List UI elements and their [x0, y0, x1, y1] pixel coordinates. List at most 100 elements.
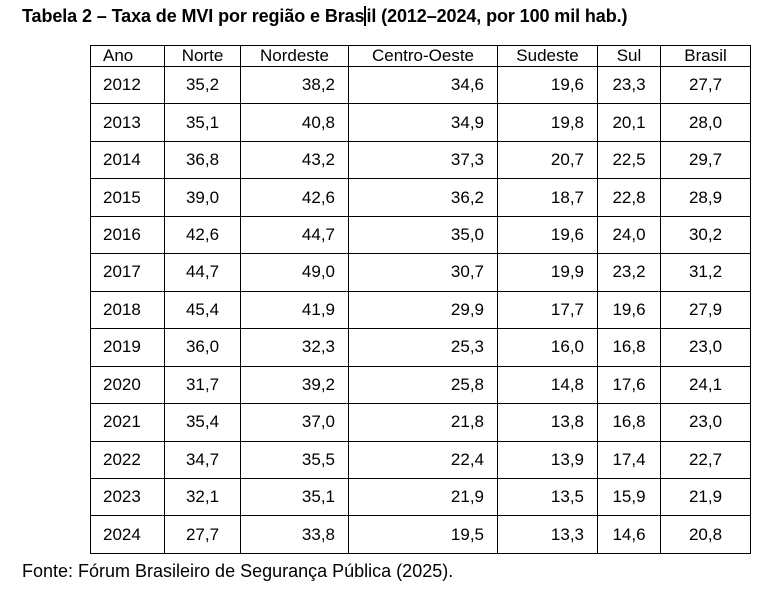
- column-header-ano[interactable]: Ano: [90, 45, 165, 67]
- value-cell[interactable]: 27,7: [164, 515, 241, 554]
- value-cell[interactable]: 45,4: [164, 290, 241, 330]
- value-cell[interactable]: 31,7: [164, 365, 241, 405]
- value-cell[interactable]: 44,7: [164, 253, 241, 292]
- value-cell[interactable]: 30,2: [660, 215, 751, 255]
- value-cell[interactable]: 21,8: [348, 403, 498, 442]
- value-cell[interactable]: 36,0: [164, 328, 241, 367]
- column-header-sudeste[interactable]: Sudeste: [497, 45, 598, 67]
- value-cell[interactable]: 16,8: [597, 403, 661, 442]
- value-cell[interactable]: 23,0: [660, 328, 751, 367]
- value-cell[interactable]: 36,8: [164, 140, 241, 180]
- year-cell[interactable]: 2022: [90, 440, 165, 479]
- year-cell[interactable]: 2015: [90, 178, 165, 217]
- value-cell[interactable]: 21,9: [660, 477, 751, 517]
- value-cell[interactable]: 27,7: [660, 65, 751, 105]
- value-cell[interactable]: 35,0: [348, 215, 498, 255]
- value-cell[interactable]: 15,9: [597, 477, 661, 517]
- value-cell[interactable]: 24,0: [597, 215, 661, 255]
- value-cell[interactable]: 14,8: [497, 365, 598, 405]
- year-cell[interactable]: 2020: [90, 365, 165, 405]
- value-cell[interactable]: 41,9: [240, 290, 349, 330]
- page-title[interactable]: Tabela 2 – Taxa de MVI por região e Bras…: [22, 6, 628, 27]
- value-cell[interactable]: 17,7: [497, 290, 598, 330]
- value-cell[interactable]: 49,0: [240, 253, 349, 292]
- value-cell[interactable]: 19,8: [497, 103, 598, 142]
- value-cell[interactable]: 33,8: [240, 515, 349, 554]
- value-cell[interactable]: 23,3: [597, 65, 661, 105]
- value-cell[interactable]: 25,3: [348, 328, 498, 367]
- value-cell[interactable]: 22,4: [348, 440, 498, 479]
- value-cell[interactable]: 30,7: [348, 253, 498, 292]
- value-cell[interactable]: 38,2: [240, 65, 349, 105]
- value-cell[interactable]: 27,9: [660, 290, 751, 330]
- value-cell[interactable]: 39,0: [164, 178, 241, 217]
- value-cell[interactable]: 42,6: [240, 178, 349, 217]
- column-header-brasil[interactable]: Brasil: [660, 45, 751, 67]
- value-cell[interactable]: 32,3: [240, 328, 349, 367]
- column-header-nordeste[interactable]: Nordeste: [240, 45, 349, 67]
- value-cell[interactable]: 34,6: [348, 65, 498, 105]
- value-cell[interactable]: 25,8: [348, 365, 498, 405]
- value-cell[interactable]: 29,7: [660, 140, 751, 180]
- value-cell[interactable]: 35,1: [240, 477, 349, 517]
- value-cell[interactable]: 19,5: [348, 515, 498, 554]
- value-cell[interactable]: 23,2: [597, 253, 661, 292]
- value-cell[interactable]: 28,9: [660, 178, 751, 217]
- value-cell[interactable]: 19,6: [597, 290, 661, 330]
- value-cell[interactable]: 42,6: [164, 215, 241, 255]
- value-cell[interactable]: 36,2: [348, 178, 498, 217]
- value-cell[interactable]: 21,9: [348, 477, 498, 517]
- value-cell[interactable]: 13,3: [497, 515, 598, 554]
- value-cell[interactable]: 43,2: [240, 140, 349, 180]
- value-cell[interactable]: 34,7: [164, 440, 241, 479]
- value-cell[interactable]: 39,2: [240, 365, 349, 405]
- year-cell[interactable]: 2013: [90, 103, 165, 142]
- column-header-centro-oeste[interactable]: Centro-Oeste: [348, 45, 498, 67]
- value-cell[interactable]: 19,9: [497, 253, 598, 292]
- value-cell[interactable]: 37,0: [240, 403, 349, 442]
- year-cell[interactable]: 2017: [90, 253, 165, 292]
- value-cell[interactable]: 35,5: [240, 440, 349, 479]
- value-cell[interactable]: 19,6: [497, 215, 598, 255]
- value-cell[interactable]: 13,8: [497, 403, 598, 442]
- value-cell[interactable]: 44,7: [240, 215, 349, 255]
- value-cell[interactable]: 20,8: [660, 515, 751, 554]
- value-cell[interactable]: 35,1: [164, 103, 241, 142]
- column-header-norte[interactable]: Norte: [164, 45, 241, 67]
- value-cell[interactable]: 20,1: [597, 103, 661, 142]
- value-cell[interactable]: 34,9: [348, 103, 498, 142]
- year-cell[interactable]: 2018: [90, 290, 165, 330]
- value-cell[interactable]: 13,9: [497, 440, 598, 479]
- value-cell[interactable]: 40,8: [240, 103, 349, 142]
- value-cell[interactable]: 23,0: [660, 403, 751, 442]
- value-cell[interactable]: 22,8: [597, 178, 661, 217]
- value-cell[interactable]: 31,2: [660, 253, 751, 292]
- value-cell[interactable]: 32,1: [164, 477, 241, 517]
- value-cell[interactable]: 29,9: [348, 290, 498, 330]
- value-cell[interactable]: 17,6: [597, 365, 661, 405]
- source-note[interactable]: Fonte: Fórum Brasileiro de Segurança Púb…: [22, 561, 454, 581]
- value-cell[interactable]: 28,0: [660, 103, 751, 142]
- value-cell[interactable]: 35,2: [164, 65, 241, 105]
- value-cell[interactable]: 16,8: [597, 328, 661, 367]
- value-cell[interactable]: 35,4: [164, 403, 241, 442]
- value-cell[interactable]: 20,7: [497, 140, 598, 180]
- value-cell[interactable]: 14,6: [597, 515, 661, 554]
- year-cell[interactable]: 2014: [90, 140, 165, 180]
- year-cell[interactable]: 2023: [90, 477, 165, 517]
- year-cell[interactable]: 2024: [90, 515, 165, 554]
- year-cell[interactable]: 2021: [90, 403, 165, 442]
- year-cell[interactable]: 2016: [90, 215, 165, 255]
- value-cell[interactable]: 24,1: [660, 365, 751, 405]
- value-cell[interactable]: 17,4: [597, 440, 661, 479]
- column-header-sul[interactable]: Sul: [597, 45, 661, 67]
- value-cell[interactable]: 16,0: [497, 328, 598, 367]
- value-cell[interactable]: 19,6: [497, 65, 598, 105]
- value-cell[interactable]: 22,5: [597, 140, 661, 180]
- value-cell[interactable]: 37,3: [348, 140, 498, 180]
- value-cell[interactable]: 22,7: [660, 440, 751, 479]
- value-cell[interactable]: 18,7: [497, 178, 598, 217]
- year-cell[interactable]: 2012: [90, 65, 165, 105]
- year-cell[interactable]: 2019: [90, 328, 165, 367]
- value-cell[interactable]: 13,5: [497, 477, 598, 517]
